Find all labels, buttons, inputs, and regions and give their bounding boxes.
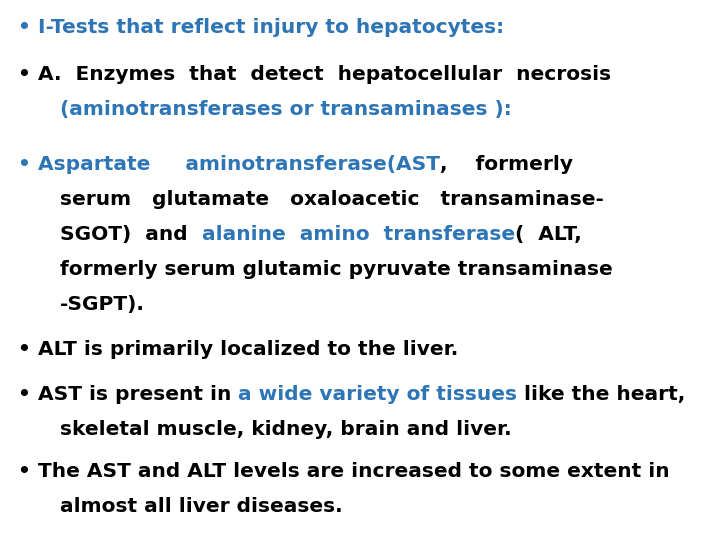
- Text: serum   glutamate   oxaloacetic   transaminase-: serum glutamate oxaloacetic transaminase…: [60, 190, 604, 209]
- Text: skeletal muscle, kidney, brain and liver.: skeletal muscle, kidney, brain and liver…: [60, 420, 512, 439]
- Text: •: •: [18, 385, 38, 404]
- Text: like the heart,: like the heart,: [517, 385, 685, 404]
- Text: a wide variety of tissues: a wide variety of tissues: [238, 385, 517, 404]
- Text: Aspartate     aminotransferase(AST: Aspartate aminotransferase(AST: [38, 155, 440, 174]
- Text: A.  Enzymes  that  detect  hepatocellular  necrosis: A. Enzymes that detect hepatocellular ne…: [38, 65, 611, 84]
- Text: •: •: [18, 462, 38, 481]
- Text: AST is present in: AST is present in: [38, 385, 238, 404]
- Text: formerly serum glutamic pyruvate transaminase: formerly serum glutamic pyruvate transam…: [60, 260, 613, 279]
- Text: (  ALT,: ( ALT,: [515, 225, 582, 244]
- Text: alanine  amino  transferase: alanine amino transferase: [202, 225, 515, 244]
- Text: The AST and ALT levels are increased to some extent in: The AST and ALT levels are increased to …: [38, 462, 670, 481]
- Text: •: •: [18, 155, 38, 174]
- Text: almost all liver diseases.: almost all liver diseases.: [60, 497, 343, 516]
- Text: I-Tests that reflect injury to hepatocytes:: I-Tests that reflect injury to hepatocyt…: [38, 18, 504, 37]
- Text: SGOT)  and: SGOT) and: [60, 225, 202, 244]
- Text: ALT is primarily localized to the liver.: ALT is primarily localized to the liver.: [38, 340, 458, 359]
- Text: (aminotransferases or transaminases ):: (aminotransferases or transaminases ):: [60, 100, 512, 119]
- Text: ,    formerly: , formerly: [440, 155, 573, 174]
- Text: •: •: [18, 18, 38, 37]
- Text: -SGPT).: -SGPT).: [60, 295, 145, 314]
- Text: •: •: [18, 340, 38, 359]
- Text: •: •: [18, 65, 38, 84]
